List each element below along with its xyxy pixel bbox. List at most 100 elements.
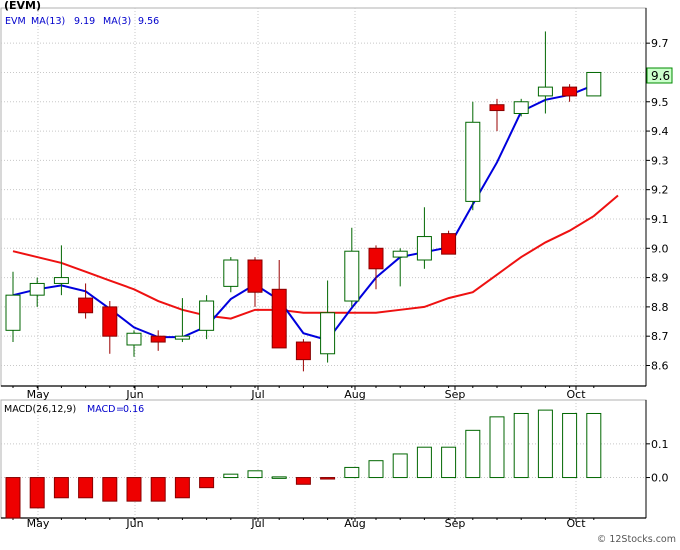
- price-y-tick-label: 8.7: [651, 330, 669, 343]
- macd-bars: [5, 409, 602, 519]
- candle: [271, 260, 287, 349]
- macd-x-tick-label: Jun: [125, 517, 143, 530]
- candle-body-down: [489, 104, 505, 112]
- candle-body-up: [392, 250, 408, 258]
- macd-bar-positive: [416, 446, 432, 479]
- candle: [150, 330, 166, 351]
- macd-y-tick-label: 0.1: [651, 438, 669, 451]
- candle-body-up: [537, 86, 553, 97]
- candle-body-down: [368, 247, 384, 270]
- candle: [392, 248, 408, 287]
- price-y-tick-label: 9.1: [651, 213, 669, 226]
- price-x-tick-label: Oct: [566, 388, 586, 401]
- macd-bar-positive: [562, 412, 578, 479]
- price-x-tick-label: Jun: [125, 388, 143, 401]
- candle: [537, 31, 553, 114]
- macd-bar-negative: [29, 477, 45, 509]
- price-x-tick-label: Jul: [250, 388, 264, 401]
- macd-bar-positive: [489, 416, 505, 479]
- candle-body-up: [126, 332, 142, 346]
- candle: [416, 207, 432, 269]
- macd-legend-label: MACD: [87, 404, 115, 415]
- macd-bar-negative: [174, 477, 190, 499]
- candle-body-down: [295, 341, 311, 361]
- ma13-group: [12, 194, 619, 320]
- macd-bar-positive: [344, 466, 360, 479]
- candle: [223, 257, 239, 293]
- macd-bar-negative: [150, 477, 166, 502]
- ma13-line: [12, 194, 619, 320]
- candle: [489, 98, 505, 132]
- price-x-ticks: May Jun Jul Aug Sep Oct: [12, 386, 595, 401]
- candle: [126, 330, 142, 357]
- price-x-tick-label: Sep: [445, 388, 466, 401]
- chart-title: (EVM): [4, 0, 41, 12]
- watermark: © 12Stocks.com: [597, 534, 676, 545]
- candle-body-up: [223, 259, 239, 287]
- macd-x-tick-label: Aug: [344, 517, 365, 530]
- candle-body-up: [586, 71, 602, 97]
- candle: [368, 245, 384, 290]
- macd-x-tick-label: Oct: [566, 517, 586, 530]
- candle: [102, 301, 118, 354]
- macd-bar-negative: [102, 477, 118, 502]
- macd-bar-positive: [537, 409, 553, 479]
- macd-bar-negative: [5, 477, 21, 519]
- candle-body-down: [271, 288, 287, 349]
- price-tag-box: [646, 67, 673, 84]
- candle: [586, 71, 602, 97]
- legend-ma3-label: MA(3): [103, 16, 131, 27]
- macd-bar-positive: [368, 460, 384, 479]
- candle: [247, 257, 263, 307]
- candle: [513, 98, 529, 117]
- macd-bar-negative: [53, 477, 69, 499]
- macd-bar-positive: [271, 476, 287, 479]
- macd-bar-positive: [465, 429, 481, 479]
- candle: [562, 84, 578, 102]
- candle-body-up: [513, 101, 529, 114]
- candle-body-up: [320, 312, 336, 355]
- candle: [344, 227, 360, 307]
- macd-bar-negative: [126, 477, 142, 502]
- legend-ma13-label: MA(13): [31, 16, 65, 27]
- candle-body-up: [465, 121, 481, 202]
- candle: [199, 295, 215, 340]
- price-y-tick-label: 9.2: [651, 184, 669, 197]
- macd-bar-positive: [586, 412, 602, 479]
- candle-body-up: [199, 300, 215, 331]
- macd-bar-positive: [513, 412, 529, 479]
- macd-legend-equals: =: [116, 404, 124, 415]
- macd-y-ticks: 0.0 0.1: [646, 438, 669, 485]
- price-x-tick-label: Aug: [344, 388, 365, 401]
- macd-bar-positive: [223, 473, 239, 479]
- legend-ma13-value: 9.19: [74, 16, 95, 27]
- price-legend: EVM MA(13) 9.19 MA(3) 9.56: [5, 16, 159, 27]
- price-y-tick-label: 9.7: [651, 37, 669, 50]
- price-y-tick-label: 9.3: [651, 154, 669, 167]
- candle-body-down: [102, 306, 118, 337]
- price-y-tick-label: 8.6: [651, 359, 669, 372]
- candle: [5, 271, 21, 343]
- candle-body-down: [247, 259, 263, 293]
- price-y-tick-label: 9.4: [651, 125, 669, 138]
- legend-evm: EVM: [5, 16, 26, 27]
- macd-bar-negative: [78, 477, 94, 499]
- candle-body-up: [416, 236, 432, 261]
- price-y-tick-label: 8.8: [651, 301, 669, 314]
- candle-body-down: [78, 297, 94, 314]
- macd-bar-positive: [247, 470, 263, 479]
- candle: [174, 298, 190, 343]
- candle: [441, 230, 457, 255]
- candle: [320, 280, 336, 363]
- macd-legend-value: 0.16: [123, 404, 144, 415]
- candle: [465, 101, 481, 211]
- candle-body-down: [441, 233, 457, 255]
- macd-bar-positive: [441, 446, 457, 479]
- macd-bar-negative: [320, 477, 336, 480]
- candle-body-up: [174, 335, 190, 340]
- price-y-tick-label: 9.5: [651, 96, 669, 109]
- macd-title: MACD(26,12,9): [4, 404, 76, 415]
- candles: [5, 31, 602, 372]
